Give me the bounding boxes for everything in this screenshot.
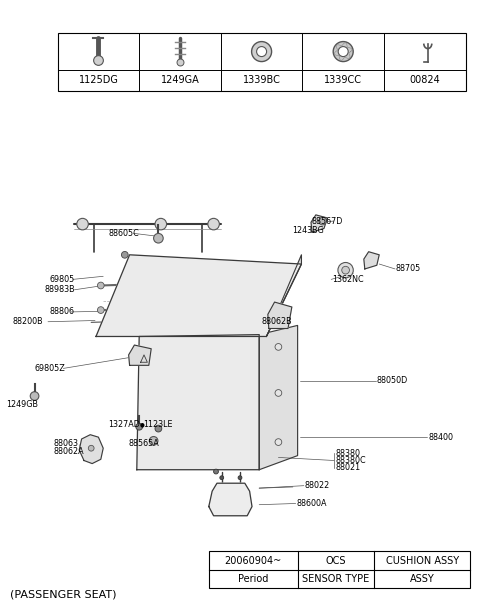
Circle shape <box>257 47 266 56</box>
Text: 1249GA: 1249GA <box>161 76 199 85</box>
Circle shape <box>149 437 158 445</box>
Polygon shape <box>266 255 301 336</box>
Text: 88806: 88806 <box>49 308 74 316</box>
Text: ASSY: ASSY <box>410 574 435 584</box>
Text: 1339BC: 1339BC <box>243 76 280 85</box>
Text: 1243BG: 1243BG <box>292 227 324 235</box>
Polygon shape <box>209 483 252 516</box>
Circle shape <box>88 445 94 451</box>
Text: 88021: 88021 <box>335 464 360 472</box>
Circle shape <box>208 219 219 230</box>
Text: 1125DG: 1125DG <box>78 76 119 85</box>
Circle shape <box>319 217 326 225</box>
Text: 88705: 88705 <box>396 265 421 273</box>
Polygon shape <box>259 325 298 470</box>
Polygon shape <box>79 435 103 464</box>
Polygon shape <box>96 255 301 336</box>
Bar <box>58 33 466 91</box>
Circle shape <box>275 439 282 445</box>
Text: (PASSENGER SEAT): (PASSENGER SEAT) <box>10 589 116 599</box>
Text: 88565A: 88565A <box>129 440 159 448</box>
Text: 88380: 88380 <box>335 449 360 457</box>
Text: 88062A: 88062A <box>54 448 84 456</box>
Text: 69805: 69805 <box>49 275 75 284</box>
Text: SENSOR TYPE: SENSOR TYPE <box>302 574 370 584</box>
Text: 88400: 88400 <box>428 433 453 441</box>
Text: 88200B: 88200B <box>12 317 43 326</box>
Text: 88063: 88063 <box>54 440 79 448</box>
Circle shape <box>136 424 143 430</box>
Text: ●: ● <box>140 422 145 427</box>
Text: 1362NC: 1362NC <box>332 275 364 284</box>
Polygon shape <box>268 302 292 328</box>
Text: 1327AD: 1327AD <box>108 421 140 429</box>
Circle shape <box>121 252 128 258</box>
Circle shape <box>77 219 88 230</box>
Text: 88605C: 88605C <box>108 229 139 238</box>
Text: 88022: 88022 <box>305 481 330 490</box>
Circle shape <box>155 426 162 432</box>
Circle shape <box>154 233 163 243</box>
Text: 88600A: 88600A <box>297 499 327 508</box>
Text: 20060904~: 20060904~ <box>225 556 282 565</box>
Circle shape <box>97 307 104 313</box>
Text: 88062B: 88062B <box>262 317 292 326</box>
Circle shape <box>155 219 167 230</box>
Text: 1123LE: 1123LE <box>143 421 172 429</box>
Text: 1249GB: 1249GB <box>6 400 38 408</box>
Text: 88380C: 88380C <box>335 456 366 465</box>
Text: Period: Period <box>238 574 268 584</box>
Circle shape <box>238 476 242 480</box>
Text: 88567D: 88567D <box>312 217 343 225</box>
Circle shape <box>333 42 353 61</box>
Bar <box>209 551 470 588</box>
Polygon shape <box>311 215 327 232</box>
Circle shape <box>342 266 349 274</box>
Circle shape <box>97 282 104 289</box>
Text: 00824: 00824 <box>409 76 440 85</box>
Circle shape <box>214 469 218 474</box>
Text: OCS: OCS <box>326 556 346 565</box>
Text: CUSHION ASSY: CUSHION ASSY <box>386 556 459 565</box>
Text: 69805Z: 69805Z <box>35 364 65 373</box>
Circle shape <box>30 392 39 400</box>
Circle shape <box>252 42 272 61</box>
Circle shape <box>275 344 282 350</box>
Text: 88050D: 88050D <box>377 376 408 385</box>
Text: 88983B: 88983B <box>44 286 75 294</box>
Text: 1339CC: 1339CC <box>324 76 362 85</box>
Circle shape <box>275 390 282 396</box>
Circle shape <box>338 47 348 56</box>
Polygon shape <box>129 345 151 365</box>
Polygon shape <box>364 252 379 269</box>
Circle shape <box>220 476 224 480</box>
Polygon shape <box>137 335 259 470</box>
Circle shape <box>338 262 353 278</box>
